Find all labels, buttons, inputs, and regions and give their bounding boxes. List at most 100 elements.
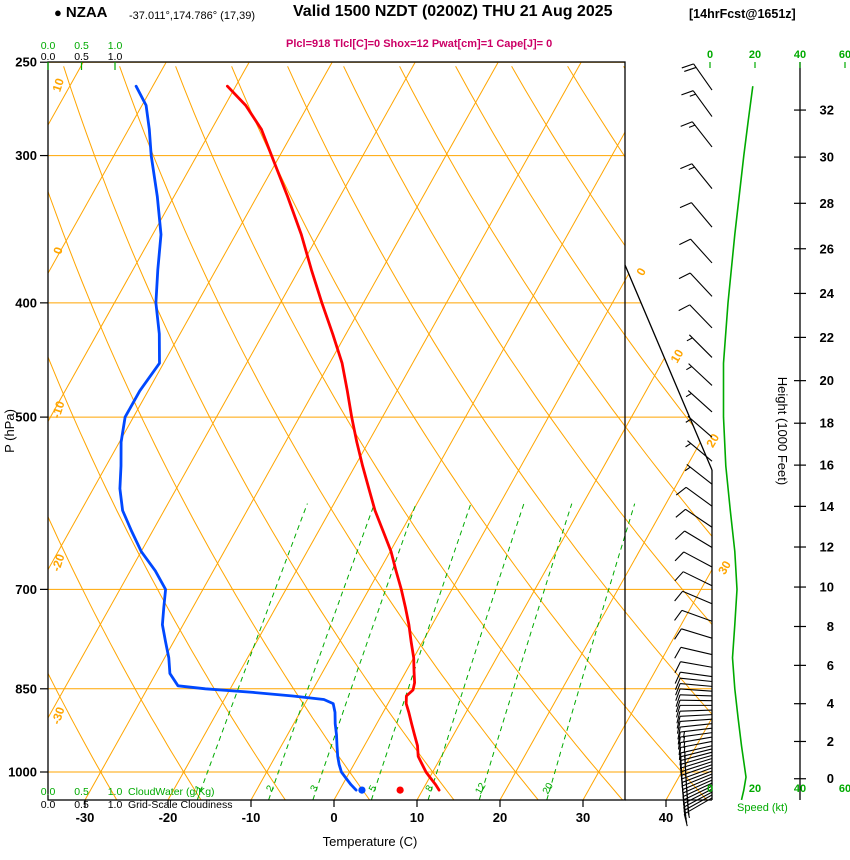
svg-text:0: 0 [827, 771, 834, 786]
svg-text:8: 8 [827, 619, 834, 634]
svg-text:2: 2 [827, 734, 834, 749]
svg-text:8: 8 [424, 783, 437, 794]
svg-text:0.0: 0.0 [41, 51, 56, 63]
background-grid [48, 62, 712, 800]
temperature-axis-title: Temperature (C) [323, 834, 418, 849]
svg-text:32: 32 [820, 103, 834, 118]
surface-markers [358, 786, 404, 794]
svg-text:3: 3 [309, 783, 322, 794]
speed-axis-title: Speed (kt) [737, 802, 788, 814]
svg-text:20: 20 [749, 783, 761, 795]
svg-text:-10: -10 [242, 810, 261, 825]
svg-text:20: 20 [493, 810, 507, 825]
svg-text:0: 0 [330, 810, 337, 825]
svg-text:400: 400 [15, 295, 37, 310]
svg-text:40: 40 [659, 810, 673, 825]
svg-text:-30: -30 [49, 705, 68, 726]
cloudwater-axis-label: CloudWater (g/Kg) [128, 786, 215, 798]
surface-dewpoint-dot [358, 786, 366, 794]
svg-text:26: 26 [820, 241, 834, 256]
grid-line-labels: 10 0 -10 -20 -30 0 10 20 30 [49, 76, 734, 726]
station-id: NZAA [65, 4, 108, 21]
stability-indices: Plcl=918 Tlcl[C]=0 Shox=12 Pwat[cm]=1 Ca… [286, 38, 553, 50]
forecast-tag: [14hrFcst@1651z] [689, 7, 796, 21]
svg-text:30: 30 [715, 558, 734, 577]
valid-time-title: Valid 1500 NZDT (0200Z) THU 21 Aug 2025 [293, 3, 613, 20]
svg-text:0.5: 0.5 [74, 786, 89, 798]
svg-text:16: 16 [820, 458, 834, 473]
svg-text:500: 500 [15, 410, 37, 425]
svg-text:-10: -10 [49, 399, 68, 420]
station-bullet-icon: ● [54, 5, 62, 20]
svg-text:40: 40 [794, 783, 806, 795]
svg-text:-30: -30 [76, 810, 95, 825]
svg-text:4: 4 [827, 696, 835, 711]
temperature-curve [225, 84, 441, 792]
svg-text:0.5: 0.5 [74, 799, 89, 811]
svg-text:30: 30 [820, 150, 834, 165]
svg-text:700: 700 [15, 582, 37, 597]
svg-text:300: 300 [15, 148, 37, 163]
wind-barbs [674, 63, 713, 827]
height-axis-title: Height (1000 Feet) [775, 377, 790, 485]
svg-text:1: 1 [193, 783, 206, 794]
svg-text:0: 0 [707, 49, 713, 61]
cloud-axis: 0.00.00.00.00.50.50.50.51.01.01.01.0Clou… [41, 40, 233, 811]
svg-text:60: 60 [839, 49, 850, 61]
pressure-axis-title: P (hPa) [2, 409, 17, 453]
svg-text:5: 5 [367, 783, 380, 794]
surface-temperature-dot [396, 786, 404, 794]
svg-text:10: 10 [410, 810, 424, 825]
mixing-ratio-labels: 1 2 3 5 8 12 20 [193, 781, 556, 797]
svg-text:-20: -20 [159, 810, 178, 825]
svg-text:20: 20 [820, 373, 834, 388]
svg-text:850: 850 [15, 681, 37, 696]
svg-text:0: 0 [633, 265, 649, 278]
svg-text:2: 2 [264, 783, 277, 794]
svg-text:0.0: 0.0 [41, 799, 56, 811]
svg-text:40: 40 [794, 49, 806, 61]
svg-text:1.0: 1.0 [108, 786, 123, 798]
temperature-axis: -30 -20 -10 0 10 20 30 40 [76, 800, 673, 825]
svg-text:20: 20 [749, 49, 761, 61]
station-coordinates: -37.011°,174.786° (17,39) [129, 10, 256, 22]
wind-speed-curve [722, 86, 754, 801]
svg-text:20: 20 [541, 781, 556, 797]
svg-text:1.0: 1.0 [108, 799, 123, 811]
pressure-axis: 250 300 400 500 700 850 1000 [8, 55, 48, 780]
svg-text:18: 18 [820, 416, 834, 431]
svg-text:1.0: 1.0 [108, 51, 123, 63]
dewpoint-curve [118, 84, 358, 792]
svg-text:10: 10 [49, 76, 67, 93]
svg-text:6: 6 [827, 658, 834, 673]
svg-text:1000: 1000 [8, 765, 37, 780]
svg-text:20: 20 [703, 431, 722, 450]
svg-text:14: 14 [820, 499, 835, 514]
cloudiness-axis-label: Grid-Scale Cloudiness [128, 799, 232, 811]
svg-text:10: 10 [668, 347, 687, 366]
svg-text:22: 22 [820, 330, 834, 345]
svg-text:250: 250 [15, 55, 37, 70]
svg-text:0.0: 0.0 [41, 40, 56, 52]
svg-text:0: 0 [707, 783, 713, 795]
svg-text:1.0: 1.0 [108, 40, 123, 52]
svg-text:12: 12 [473, 781, 488, 797]
svg-text:0.0: 0.0 [41, 786, 56, 798]
svg-text:0: 0 [50, 245, 65, 256]
svg-text:12: 12 [820, 540, 834, 555]
axis-titles: P (hPa) Temperature (C) Height (1000 Feet)… [2, 377, 790, 849]
svg-text:0.5: 0.5 [74, 40, 89, 52]
station-line: ● NZAA [54, 4, 108, 21]
svg-text:30: 30 [576, 810, 590, 825]
svg-text:24: 24 [820, 286, 835, 301]
svg-text:60: 60 [839, 783, 850, 795]
svg-text:28: 28 [820, 196, 834, 211]
svg-text:10: 10 [820, 580, 834, 595]
svg-text:-20: -20 [49, 552, 68, 573]
plot-frame [47, 61, 801, 801]
svg-text:0.5: 0.5 [74, 51, 89, 63]
